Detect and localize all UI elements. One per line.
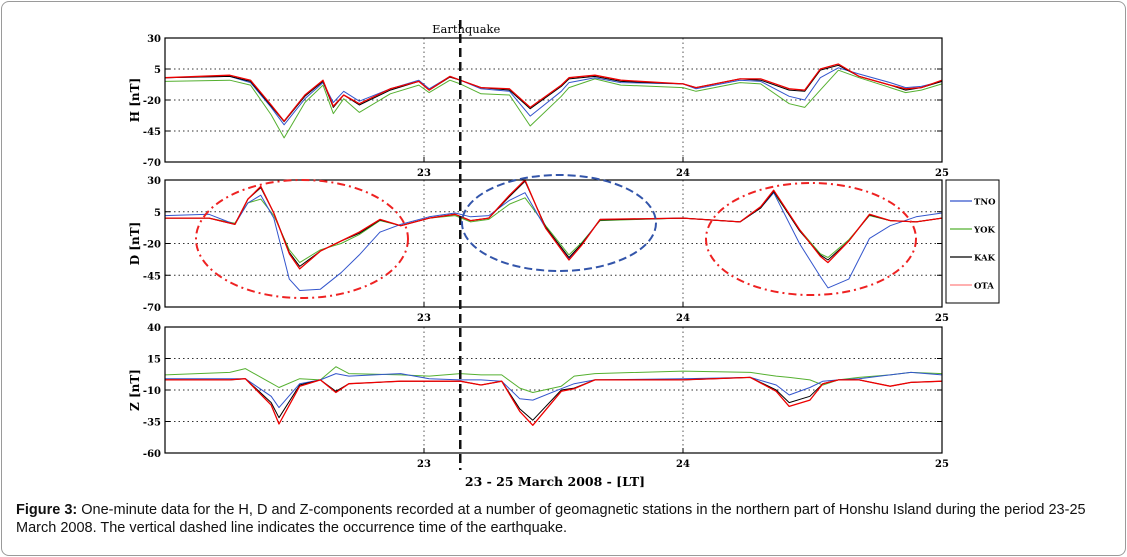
panel-d: 30 5 -20 -45 -70 23 24 25 D [nT] [128,176,949,324]
y-tick-label: 30 [147,176,161,187]
plot-frame [164,37,943,163]
x-tick-label: 24 [676,313,690,324]
series-line-yok [165,192,943,264]
legend-label-yok: YOK [973,226,995,236]
y-tick-label: 5 [154,208,161,219]
figure-caption: Figure 3: One-minute data for the H, D a… [16,501,1111,537]
panel-h: 30 5 -20 -45 -70 23 24 25 H [nT] [128,34,949,179]
x-tick-label: 25 [935,459,949,470]
y-tick-label: -70 [143,158,161,169]
y-tick-label: -10 [143,386,161,397]
x-tick-label: 23 [417,313,431,324]
legend-label-tno: TNO [974,198,996,208]
series-line-tno [164,192,943,291]
y-tick-label: 5 [154,65,161,76]
x-tick-label: 25 [935,313,949,324]
x-tick-label: 24 [676,459,690,470]
caption-label: Figure 3: [16,502,78,518]
series-line-ota [165,179,943,270]
y-tick-label: 40 [147,323,161,334]
legend-label-kak: KAK [974,254,996,264]
earthquake-label: Earthquake [432,22,500,36]
y-tick-label: -45 [143,127,161,138]
series-line-kak [164,64,943,123]
legend-label-ota: OTA [974,282,994,292]
y-axis-label: D [nT] [128,222,142,266]
series-line-ota [164,63,943,122]
annotation-ellipse-red-1 [195,179,409,299]
x-tick-label: 24 [676,168,690,179]
plot-frame [164,179,943,308]
x-tick-label: 23 [417,459,431,470]
y-tick-label: 30 [147,34,161,45]
y-tick-label: -35 [143,418,161,429]
y-axis-label: H [nT] [128,78,142,123]
series-line-tno [165,371,943,409]
series-line-yok [164,69,943,139]
legend: TNO YOK KAK OTA [945,179,1000,304]
y-tick-label: -60 [143,449,161,460]
x-tick-label: 23 [417,168,431,179]
series-line-tno [164,67,943,126]
annotation-ellipse-red-2 [705,182,917,296]
caption-text: One-minute data for the H, D and Z-compo… [16,502,1086,536]
x-tick-label: 25 [935,168,949,179]
series-line-yok [164,366,943,393]
series-line-kak [165,180,943,267]
y-axis-label: Z [nT] [128,369,142,411]
panel-z: 40 15 -10 -35 -60 23 24 25 Z [nT] 23 - 25 March 2… [128,323,949,489]
plot-frame [164,326,943,454]
x-axis-label: 23 - 25 March 2008 - [LT] [465,474,645,489]
y-tick-label: -70 [143,303,161,314]
annotation-ellipse-blue [461,174,657,272]
y-tick-label: -20 [143,96,161,107]
y-tick-label: -45 [143,271,161,282]
y-tick-label: 15 [147,355,161,366]
y-tick-label: -20 [143,240,161,251]
series-line-ota [165,376,943,426]
